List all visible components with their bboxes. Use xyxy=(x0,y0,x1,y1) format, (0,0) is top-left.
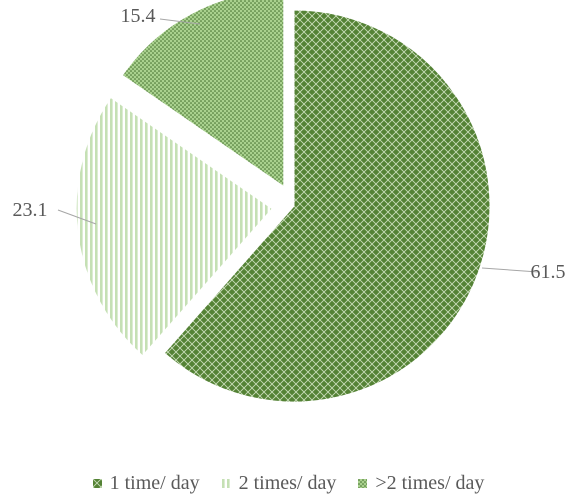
legend: 1 time/ day 2 times/ day >2 times/ day xyxy=(0,468,577,498)
legend-swatch-2 xyxy=(221,478,231,488)
pie-slice-2 xyxy=(75,96,273,357)
data-label-3: 15.4 xyxy=(121,5,156,27)
data-label-2: 23.1 xyxy=(13,199,48,221)
data-label-1: 61.5 xyxy=(531,261,566,283)
leader-line-2 xyxy=(57,209,97,225)
legend-swatch-1 xyxy=(92,478,102,488)
legend-item-2: 2 times/ day xyxy=(221,471,337,495)
legend-label: 1 time/ day xyxy=(109,471,200,494)
pie-chart: 61.5 23.1 15.4 xyxy=(13,0,566,403)
pie-slice-1 xyxy=(163,9,491,403)
leader-line-3 xyxy=(159,18,201,25)
legend-swatch-3 xyxy=(358,478,368,488)
pie-slice-3 xyxy=(121,0,285,188)
leader-line-1 xyxy=(481,267,539,273)
legend-item-3: >2 times/ day xyxy=(358,472,484,495)
legend-label: >2 times/ day xyxy=(375,471,485,494)
legend-item-1: 1 time/ day xyxy=(92,471,200,495)
legend-label: 2 times/ day xyxy=(238,471,337,494)
